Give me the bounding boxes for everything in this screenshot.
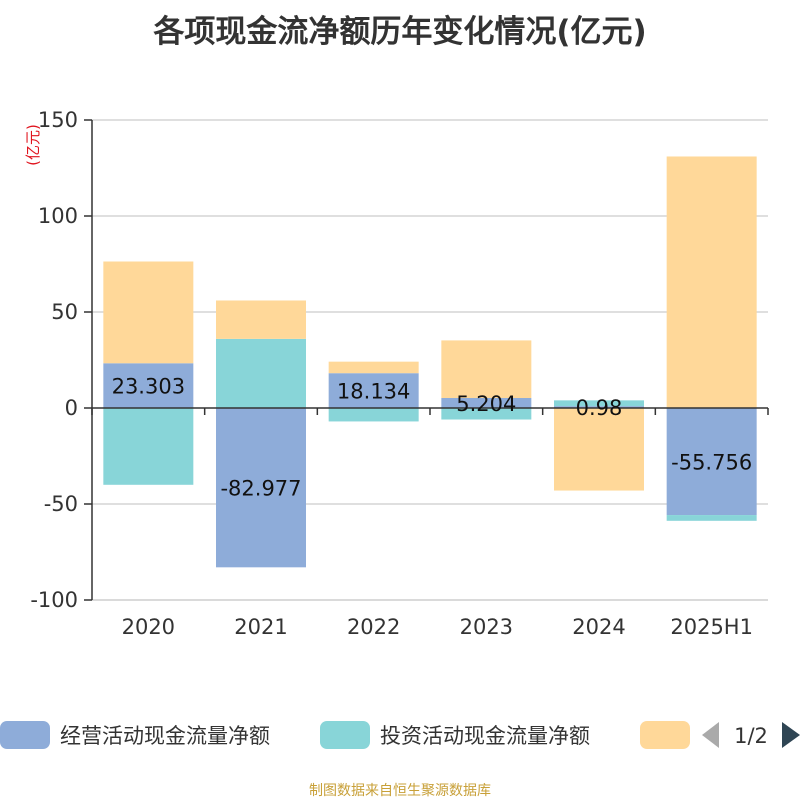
x-tick-label: 2023 (460, 615, 513, 639)
bar-s2-2020 (103, 408, 194, 485)
bar-s2-2023 (441, 408, 532, 420)
legend-swatch-3 (640, 721, 690, 749)
y-axis-unit: (亿元) (24, 124, 42, 166)
bar-s1-2023 (441, 398, 532, 408)
data-label: 23.303 (112, 375, 185, 399)
bar-s1-2021 (216, 408, 306, 568)
y-tick-label: 50 (51, 300, 78, 324)
bar-s3-2022 (328, 361, 419, 374)
x-tick-label: 2021 (234, 615, 287, 639)
bar-s2-2021 (216, 338, 306, 408)
bar-s1-2020 (103, 363, 194, 408)
chart-title: 各项现金流净额历年变化情况(亿元) (153, 14, 647, 50)
x-tick-label: 2025H1 (670, 615, 753, 639)
legend-prev-arrow-icon[interactable] (702, 722, 719, 748)
bar-s1-2024 (554, 406, 644, 408)
grid-lines (92, 119, 768, 601)
legend-page-indicator: 1/2 (734, 724, 768, 748)
data-labels: 23.303 -82.977 18.134 5.204 0.98 -55.756 (112, 375, 753, 501)
bar-s3-2020 (103, 261, 194, 364)
bar-s1-2022 (328, 373, 419, 408)
legend-label: 经营活动现金流量净额 (60, 724, 270, 748)
x-tick-label: 2024 (572, 615, 625, 639)
legend-swatch-2 (320, 721, 370, 749)
y-tick-label: 0 (65, 396, 78, 420)
data-label: 0.98 (576, 396, 623, 420)
legend-next-arrow-icon[interactable] (782, 722, 800, 748)
axes: 150 100 50 0 -50 -100 (亿元) 2020 2021 2022 2023 2024… (24, 108, 769, 639)
bar-s3-2023 (441, 340, 532, 399)
bar-s2-2022 (328, 408, 419, 422)
legend-swatch-1 (0, 721, 50, 749)
y-tick-label: -50 (44, 492, 78, 516)
bar-s3-2021 (216, 300, 306, 339)
bar-s2-2025H1 (666, 515, 757, 521)
x-tick-label: 2022 (347, 615, 400, 639)
data-label: 5.204 (456, 392, 516, 416)
legend-label: 投资活动现金流量净额 (380, 724, 590, 748)
y-tick-label: -100 (30, 588, 78, 612)
bars (103, 156, 757, 568)
y-tick-label: 100 (38, 204, 78, 228)
bar-s1-2025H1 (666, 408, 757, 516)
y-tick-label: 150 (38, 108, 78, 132)
data-label: 18.134 (337, 380, 410, 404)
data-label: -82.977 (220, 477, 301, 501)
bar-s2-2024 (554, 400, 644, 407)
x-tick-label: 2020 (122, 615, 175, 639)
bar-s3-2024 (554, 408, 644, 491)
source-note: 制图数据来自恒生聚源数据库 (309, 783, 491, 799)
legend: 经营活动现金流量净额 投资活动现金流量净额 1/2 (0, 721, 800, 749)
bar-s3-2025H1 (666, 156, 757, 408)
data-label: -55.756 (671, 451, 752, 475)
